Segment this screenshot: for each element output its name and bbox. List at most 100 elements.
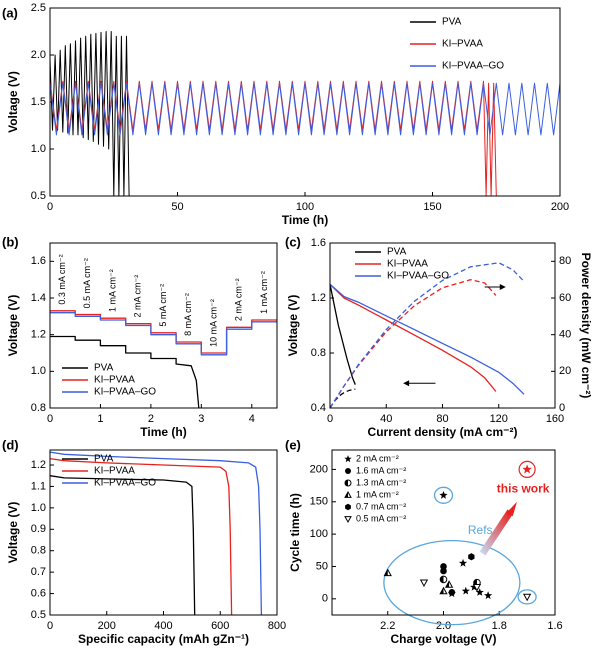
trend-arrow-head xyxy=(505,501,517,516)
legend-marker-part xyxy=(344,516,352,524)
y-tick-label: 0.9 xyxy=(31,523,46,535)
legend-marker xyxy=(344,516,352,524)
scatter-point-part xyxy=(440,567,447,575)
trend-arrow xyxy=(479,509,514,556)
legend-marker xyxy=(345,468,351,474)
scatter-point xyxy=(383,568,392,577)
y-tick-label: 1.0 xyxy=(31,502,46,514)
x-tick-label: 0 xyxy=(327,413,333,425)
x-tick-label: 1 xyxy=(97,413,103,425)
scatter-point xyxy=(458,558,468,567)
legend-marker-part xyxy=(345,492,348,498)
highlight-label: this work xyxy=(497,482,550,496)
y-axis-label: Voltage (V) xyxy=(6,71,20,133)
x-tick-label: 120 xyxy=(490,413,508,425)
y-tick-label: 2.5 xyxy=(31,2,46,14)
legend-marker-part xyxy=(345,480,348,486)
scatter-point-part xyxy=(440,587,444,594)
scatter-point xyxy=(484,591,493,600)
data-line xyxy=(49,451,263,616)
x-tick-label: 0 xyxy=(47,413,53,425)
scatter-point xyxy=(470,582,479,591)
y-tick-label: 1.2 xyxy=(31,329,46,341)
scatter-point xyxy=(468,553,475,561)
y-axis-label: Voltage (V) xyxy=(6,295,20,357)
power-line xyxy=(329,388,356,409)
y-tick-label: 1.2 xyxy=(31,459,46,471)
y-axis-label: Voltage (V) xyxy=(286,295,300,357)
legend-marker xyxy=(344,479,352,487)
data-line xyxy=(50,310,277,354)
x-tick-label: 200 xyxy=(551,201,569,213)
y-axis-label: Voltage (V) xyxy=(6,502,20,564)
x-tick-label: 1.6 xyxy=(547,620,562,632)
annotation: 2 mA cm⁻² xyxy=(133,275,143,318)
y-tick-label: 150 xyxy=(310,496,328,508)
y2-tick-label: 0 xyxy=(559,402,565,414)
scatter-point xyxy=(448,589,456,596)
legend-label: 0.7 mA cm⁻² xyxy=(356,501,406,511)
plot-frame xyxy=(329,242,556,409)
legend-label: KI–PVAA xyxy=(442,39,483,50)
legend-marker xyxy=(344,455,352,463)
y2-axis-label: Power density (mW cm⁻²) xyxy=(579,253,593,399)
annotation: 1 mA cm⁻² xyxy=(259,271,269,314)
y-tick-label: 1.1 xyxy=(31,480,46,492)
scatter-point-part xyxy=(440,576,444,583)
legend-label: 0.5 mA cm⁻² xyxy=(356,513,406,523)
x-tick-label: 3 xyxy=(198,413,204,425)
scatter-point-part xyxy=(440,563,447,570)
y-tick-label: 1.0 xyxy=(31,365,46,377)
y-tick-label: 0.7 xyxy=(31,566,46,578)
y-axis-label: Cycle time (h) xyxy=(288,493,302,572)
axis-arrow-head xyxy=(499,284,506,290)
panel-label: (e) xyxy=(285,437,301,452)
x-tick-label: 4 xyxy=(249,413,255,425)
scatter-point xyxy=(439,575,448,584)
legend-label: KI–PVAA–GO xyxy=(94,387,156,398)
y-tick-label: 1.2 xyxy=(311,292,326,304)
x-tick-label: 400 xyxy=(154,620,172,632)
scatter-point-part xyxy=(445,581,450,588)
x-tick-label: 150 xyxy=(423,201,441,213)
legend-marker-part xyxy=(345,468,351,474)
scatter-point-part xyxy=(470,582,479,591)
annotation: 10 mA cm⁻² xyxy=(208,299,218,347)
scatter-point xyxy=(439,586,448,595)
data-line xyxy=(50,335,200,409)
panel-label: (d) xyxy=(2,437,19,452)
y-tick-label: 200 xyxy=(310,463,328,475)
y-tick-label: 1.5 xyxy=(31,96,46,108)
scatter-point-part xyxy=(475,588,484,596)
data-line xyxy=(49,457,233,616)
x-axis-label: Time (h) xyxy=(282,213,328,227)
legend-marker xyxy=(344,490,352,498)
data-line xyxy=(329,284,356,385)
scatter-point-part xyxy=(468,553,475,561)
scatter-point xyxy=(475,588,484,596)
y-tick-label: 0.5 xyxy=(31,609,46,621)
y-tick-label: 0.8 xyxy=(31,545,46,557)
scatter-point xyxy=(440,567,447,575)
x-tick-label: 0 xyxy=(47,201,53,213)
scatter-point-part xyxy=(458,558,468,567)
x-axis-label: Time (h) xyxy=(140,425,186,439)
scatter-point xyxy=(440,563,447,570)
panel-label: (a) xyxy=(2,5,18,20)
scatter-point-part xyxy=(419,579,429,587)
y-tick-label: 0.8 xyxy=(311,347,326,359)
y2-tick-label: 20 xyxy=(559,365,571,377)
y-tick-label: 0 xyxy=(322,593,328,605)
x-axis-label: Specific capacity (mAh gZn⁻¹) xyxy=(78,632,249,646)
x-tick-label: 0 xyxy=(47,620,53,632)
legend-label: 1.3 mA cm⁻² xyxy=(356,477,406,487)
scatter-point-part xyxy=(448,589,456,596)
data-line xyxy=(49,82,561,136)
x-tick-label: 200 xyxy=(98,620,116,632)
data-line xyxy=(329,283,497,392)
y-tick-label: 2.0 xyxy=(31,49,46,61)
x-tick-label: 2.0 xyxy=(436,620,451,632)
plot-frame xyxy=(331,449,556,616)
scatter-point-part xyxy=(439,491,448,499)
